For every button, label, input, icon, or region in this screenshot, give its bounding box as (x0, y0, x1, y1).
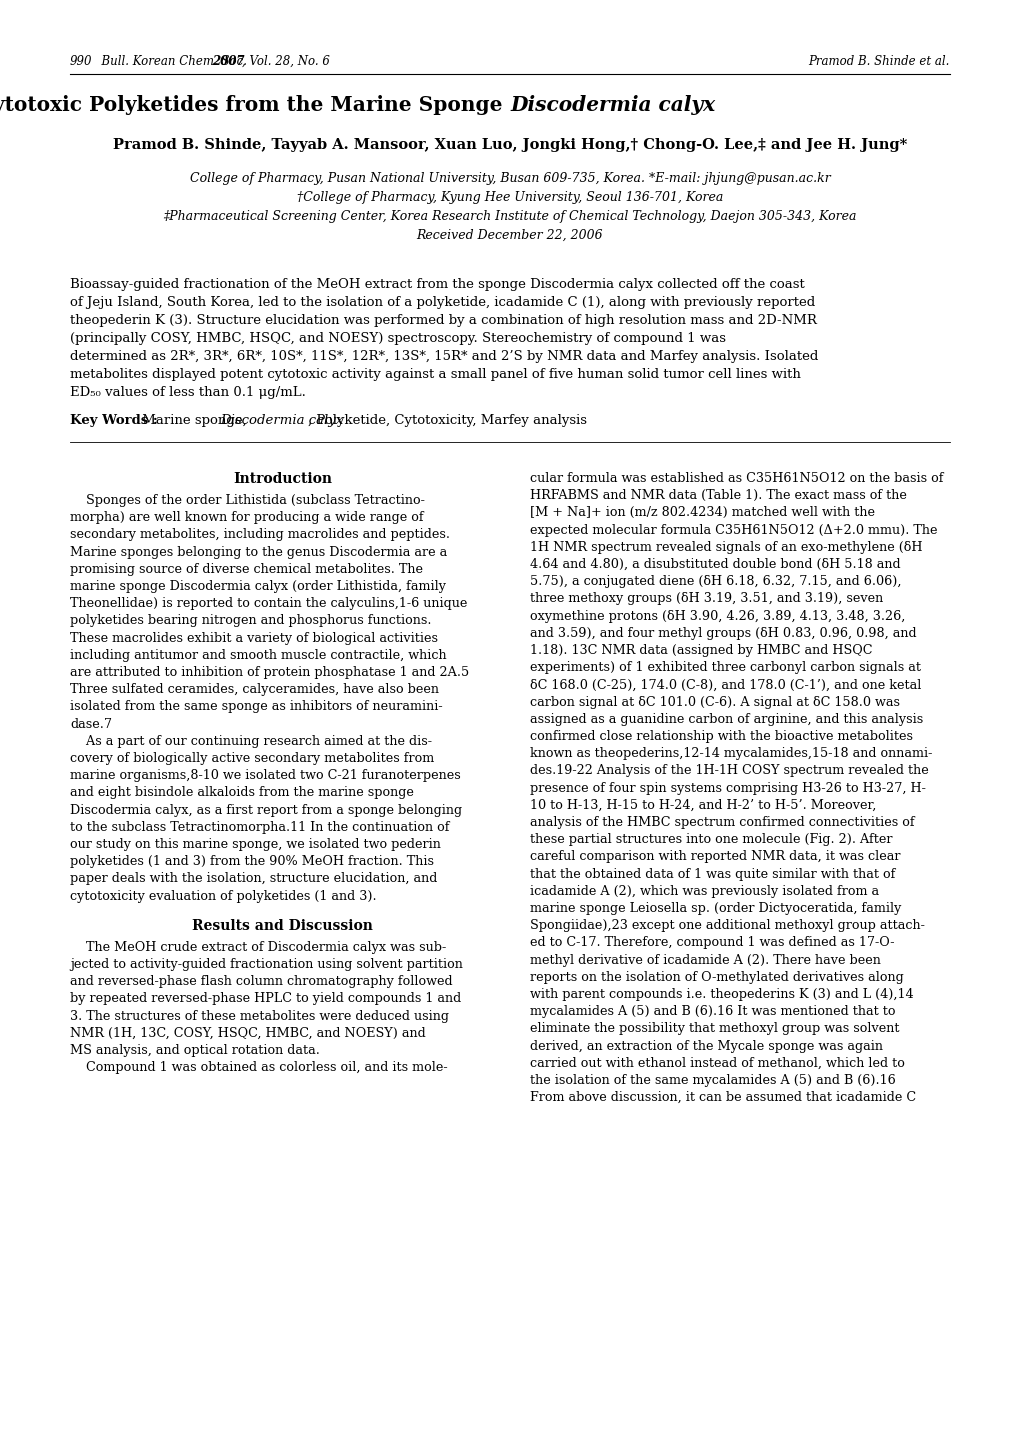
Text: cular formula was established as C35H61N5O12 on the basis of: cular formula was established as C35H61N… (530, 472, 943, 485)
Text: MS analysis, and optical rotation data.: MS analysis, and optical rotation data. (70, 1043, 320, 1058)
Text: Theonellidae) is reported to contain the calyculins,1-6 unique: Theonellidae) is reported to contain the… (70, 597, 467, 610)
Text: †College of Pharmacy, Kyung Hee University, Seoul 136-701, Korea: †College of Pharmacy, Kyung Hee Universi… (297, 190, 722, 203)
Text: carried out with ethanol instead of methanol, which led to: carried out with ethanol instead of meth… (530, 1056, 904, 1069)
Text: analysis of the HMBC spectrum confirmed connectivities of: analysis of the HMBC spectrum confirmed … (530, 815, 914, 828)
Text: icadamide A (2), which was previously isolated from a: icadamide A (2), which was previously is… (530, 885, 878, 898)
Text: metabolites displayed potent cytotoxic activity against a small panel of five hu: metabolites displayed potent cytotoxic a… (70, 368, 800, 381)
Text: polyketides bearing nitrogen and phosphorus functions.: polyketides bearing nitrogen and phospho… (70, 615, 431, 628)
Text: 10 to H-13, H-15 to H-24, and H-2’ to H-5’. Moreover,: 10 to H-13, H-15 to H-24, and H-2’ to H-… (530, 799, 875, 812)
Text: (principally COSY, HMBC, HSQC, and NOESY) spectroscopy. Stereochemistry of compo: (principally COSY, HMBC, HSQC, and NOESY… (70, 332, 726, 345)
Text: Sponges of the order Lithistida (subclass Tetractino-: Sponges of the order Lithistida (subclas… (70, 494, 425, 506)
Text: Marine sponge,: Marine sponge, (138, 414, 251, 427)
Text: that the obtained data of 1 was quite similar with that of: that the obtained data of 1 was quite si… (530, 867, 895, 880)
Text: Pramod B. Shinde et al.: Pramod B. Shinde et al. (808, 55, 949, 68)
Text: expected molecular formula C35H61N5O12 (Δ+2.0 mmu). The: expected molecular formula C35H61N5O12 (… (530, 524, 936, 537)
Text: Compound 1 was obtained as colorless oil, and its mole-: Compound 1 was obtained as colorless oil… (70, 1061, 447, 1074)
Text: marine organisms,8-10 we isolated two C-21 furanoterpenes: marine organisms,8-10 we isolated two C-… (70, 769, 461, 782)
Text: isolated from the same sponge as inhibitors of neuramini-: isolated from the same sponge as inhibit… (70, 700, 442, 713)
Text: mycalamides A (5) and B (6).16 It was mentioned that to: mycalamides A (5) and B (6).16 It was me… (530, 1006, 895, 1019)
Text: des.19-22 Analysis of the 1H-1H COSY spectrum revealed the: des.19-22 Analysis of the 1H-1H COSY spe… (530, 765, 928, 778)
Text: [M + Na]+ ion (m/z 802.4234) matched well with the: [M + Na]+ ion (m/z 802.4234) matched wel… (530, 506, 874, 519)
Text: marine sponge Discodermia calyx (order Lithistida, family: marine sponge Discodermia calyx (order L… (70, 580, 445, 593)
Text: Bioassay-guided fractionation of the MeOH extract from the sponge Discodermia ca: Bioassay-guided fractionation of the MeO… (70, 278, 804, 291)
Text: HRFABMS and NMR data (Table 1). The exact mass of the: HRFABMS and NMR data (Table 1). The exac… (530, 489, 906, 502)
Text: NMR (1H, 13C, COSY, HSQC, HMBC, and NOESY) and: NMR (1H, 13C, COSY, HSQC, HMBC, and NOES… (70, 1027, 425, 1040)
Text: 3. The structures of these metabolites were deduced using: 3. The structures of these metabolites w… (70, 1010, 448, 1023)
Text: , Vol. 28, No. 6: , Vol. 28, No. 6 (242, 55, 329, 68)
Text: Marine sponges belonging to the genus Discodermia are a: Marine sponges belonging to the genus Di… (70, 545, 446, 558)
Text: Introduction: Introduction (232, 472, 331, 486)
Text: From above discussion, it can be assumed that icadamide C: From above discussion, it can be assumed… (530, 1091, 915, 1104)
Text: our study on this marine sponge, we isolated two pederin: our study on this marine sponge, we isol… (70, 838, 440, 851)
Text: , Polyketide, Cytotoxicity, Marfey analysis: , Polyketide, Cytotoxicity, Marfey analy… (308, 414, 586, 427)
Text: Discodermia calyx: Discodermia calyx (220, 414, 343, 427)
Text: promising source of diverse chemical metabolites. The: promising source of diverse chemical met… (70, 563, 423, 576)
Text: Discodermia calyx, as a first report from a sponge belonging: Discodermia calyx, as a first report fro… (70, 804, 462, 817)
Text: with parent compounds i.e. theopederins K (3) and L (4),14: with parent compounds i.e. theopederins … (530, 988, 913, 1001)
Text: Discodermia calyx: Discodermia calyx (510, 95, 714, 115)
Text: As a part of our continuing research aimed at the dis-: As a part of our continuing research aim… (70, 734, 432, 747)
Text: Received December 22, 2006: Received December 22, 2006 (417, 229, 602, 242)
Text: these partial structures into one molecule (Fig. 2). After: these partial structures into one molecu… (530, 833, 892, 846)
Text: These macrolides exhibit a variety of biological activities: These macrolides exhibit a variety of bi… (70, 632, 437, 645)
Text: marine sponge Leiosella sp. (order Dictyoceratida, family: marine sponge Leiosella sp. (order Dicty… (530, 902, 901, 915)
Text: morpha) are well known for producing a wide range of: morpha) are well known for producing a w… (70, 511, 423, 524)
Text: 4.64 and 4.80), a disubstituted double bond (δH 5.18 and: 4.64 and 4.80), a disubstituted double b… (530, 558, 900, 571)
Text: ed to C-17. Therefore, compound 1 was defined as 17-O-: ed to C-17. Therefore, compound 1 was de… (530, 937, 894, 949)
Text: carbon signal at δC 101.0 (C-6). A signal at δC 158.0 was: carbon signal at δC 101.0 (C-6). A signa… (530, 696, 899, 709)
Text: 1.18). 13C NMR data (assigned by HMBC and HSQC: 1.18). 13C NMR data (assigned by HMBC an… (530, 644, 871, 657)
Text: presence of four spin systems comprising H3-26 to H3-27, H-: presence of four spin systems comprising… (530, 782, 925, 795)
Text: to the subclass Tetractinomorpha.11 In the continuation of: to the subclass Tetractinomorpha.11 In t… (70, 821, 449, 834)
Text: oxymethine protons (δH 3.90, 4.26, 3.89, 4.13, 3.48, 3.26,: oxymethine protons (δH 3.90, 4.26, 3.89,… (530, 609, 905, 622)
Text: Pramod B. Shinde, Tayyab A. Mansoor, Xuan Luo, Jongki Hong,† Chong-O. Lee,‡ and : Pramod B. Shinde, Tayyab A. Mansoor, Xua… (113, 139, 906, 152)
Text: experiments) of 1 exhibited three carbonyl carbon signals at: experiments) of 1 exhibited three carbon… (530, 661, 920, 674)
Text: Three sulfated ceramides, calyceramides, have also been: Three sulfated ceramides, calyceramides,… (70, 683, 438, 696)
Text: jected to activity-guided fractionation using solvent partition: jected to activity-guided fractionation … (70, 958, 463, 971)
Text: are attributed to inhibition of protein phosphatase 1 and 2A.5: are attributed to inhibition of protein … (70, 667, 469, 680)
Text: Spongiidae),23 except one additional methoxyl group attach-: Spongiidae),23 except one additional met… (530, 919, 924, 932)
Text: the isolation of the same mycalamides A (5) and B (6).16: the isolation of the same mycalamides A … (530, 1074, 895, 1087)
Text: and 3.59), and four methyl groups (δH 0.83, 0.96, 0.98, and: and 3.59), and four methyl groups (δH 0.… (530, 626, 916, 639)
Text: covery of biologically active secondary metabolites from: covery of biologically active secondary … (70, 752, 434, 765)
Text: theopederin K (3). Structure elucidation was performed by a combination of high : theopederin K (3). Structure elucidation… (70, 315, 816, 328)
Text: 5.75), a conjugated diene (δH 6.18, 6.32, 7.15, and 6.06),: 5.75), a conjugated diene (δH 6.18, 6.32… (530, 576, 901, 589)
Text: including antitumor and smooth muscle contractile, which: including antitumor and smooth muscle co… (70, 649, 446, 662)
Text: determined as 2R*, 3R*, 6R*, 10S*, 11S*, 12R*, 13S*, 15R* and 2’S by NMR data an: determined as 2R*, 3R*, 6R*, 10S*, 11S*,… (70, 351, 817, 364)
Text: confirmed close relationship with the bioactive metabolites: confirmed close relationship with the bi… (530, 730, 912, 743)
Text: 990: 990 (70, 55, 93, 68)
Text: Bull. Korean Chem. Soc.: Bull. Korean Chem. Soc. (94, 55, 251, 68)
Text: ED₅₀ values of less than 0.1 μg/mL.: ED₅₀ values of less than 0.1 μg/mL. (70, 385, 306, 400)
Text: cytotoxicity evaluation of polyketides (1 and 3).: cytotoxicity evaluation of polyketides (… (70, 889, 376, 903)
Text: dase.7: dase.7 (70, 717, 112, 730)
Text: three methoxy groups (δH 3.19, 3.51, and 3.19), seven: three methoxy groups (δH 3.19, 3.51, and… (530, 593, 882, 606)
Text: and reversed-phase flash column chromatography followed: and reversed-phase flash column chromato… (70, 975, 452, 988)
Text: methyl derivative of icadamide A (2). There have been: methyl derivative of icadamide A (2). Th… (530, 954, 880, 967)
Text: derived, an extraction of the Mycale sponge was again: derived, an extraction of the Mycale spo… (530, 1039, 882, 1052)
Text: of Jeju Island, South Korea, led to the isolation of a polyketide, icadamide C (: of Jeju Island, South Korea, led to the … (70, 296, 814, 309)
Text: eliminate the possibility that methoxyl group was solvent: eliminate the possibility that methoxyl … (530, 1023, 899, 1036)
Text: reports on the isolation of O-methylated derivatives along: reports on the isolation of O-methylated… (530, 971, 903, 984)
Text: ‡Pharmaceutical Screening Center, Korea Research Institute of Chemical Technolog: ‡Pharmaceutical Screening Center, Korea … (163, 211, 856, 224)
Text: secondary metabolites, including macrolides and peptides.: secondary metabolites, including macroli… (70, 528, 449, 541)
Text: Results and Discussion: Results and Discussion (192, 919, 373, 932)
Text: paper deals with the isolation, structure elucidation, and: paper deals with the isolation, structur… (70, 873, 437, 886)
Text: known as theopederins,12-14 mycalamides,15-18 and onnami-: known as theopederins,12-14 mycalamides,… (530, 747, 931, 760)
Text: and eight bisindole alkaloids from the marine sponge: and eight bisindole alkaloids from the m… (70, 786, 414, 799)
Text: assigned as a guanidine carbon of arginine, and this analysis: assigned as a guanidine carbon of argini… (530, 713, 922, 726)
Text: The MeOH crude extract of Discodermia calyx was sub-: The MeOH crude extract of Discodermia ca… (70, 941, 446, 954)
Text: 1H NMR spectrum revealed signals of an exo-methylene (δH: 1H NMR spectrum revealed signals of an e… (530, 541, 921, 554)
Text: δC 168.0 (C-25), 174.0 (C-8), and 178.0 (C-1’), and one ketal: δC 168.0 (C-25), 174.0 (C-8), and 178.0 … (530, 678, 920, 691)
Text: Key Words :: Key Words : (70, 414, 158, 427)
Text: College of Pharmacy, Pusan National University, Busan 609-735, Korea. *E-mail: j: College of Pharmacy, Pusan National Univ… (190, 172, 829, 185)
Text: careful comparison with reported NMR data, it was clear: careful comparison with reported NMR dat… (530, 850, 900, 863)
Text: 2007: 2007 (212, 55, 245, 68)
Text: by repeated reversed-phase HPLC to yield compounds 1 and: by repeated reversed-phase HPLC to yield… (70, 993, 461, 1006)
Text: Cytotoxic Polyketides from the Marine Sponge: Cytotoxic Polyketides from the Marine Sp… (0, 95, 510, 115)
Text: polyketides (1 and 3) from the 90% MeOH fraction. This: polyketides (1 and 3) from the 90% MeOH … (70, 856, 433, 869)
